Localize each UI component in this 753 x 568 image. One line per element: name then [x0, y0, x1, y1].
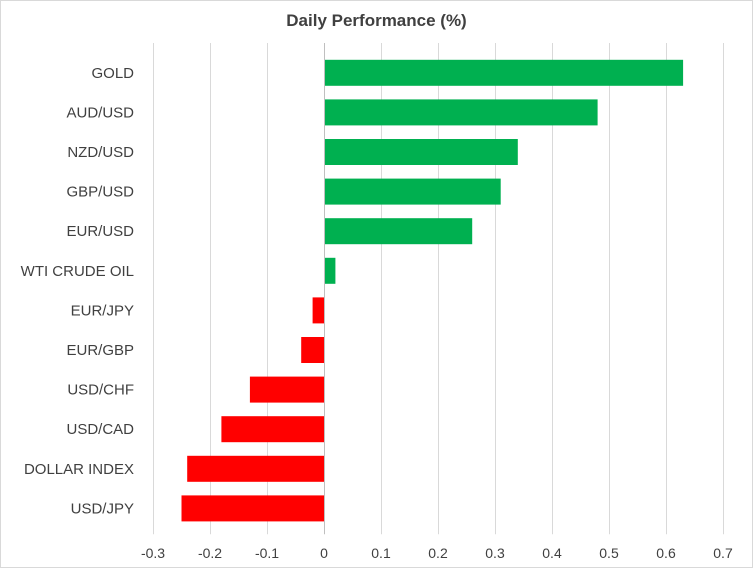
x-tick-label: -0.2 [198, 545, 222, 561]
bar [181, 495, 324, 522]
chart-title: Daily Performance (%) [286, 11, 467, 30]
x-tick-label: 0.7 [713, 545, 733, 561]
bar [324, 257, 336, 284]
bar [301, 337, 324, 363]
bar [324, 59, 684, 86]
category-label: NZD/USD [67, 144, 134, 161]
category-label: EUR/JPY [71, 302, 134, 319]
category-label: DOLLAR INDEX [24, 461, 134, 478]
x-tick-label: 0.4 [542, 545, 562, 561]
bar [324, 99, 598, 126]
category-label: GBP/USD [66, 184, 134, 201]
x-tick-label: -0.3 [141, 545, 165, 561]
category-label: USD/CAD [66, 421, 134, 438]
x-tick-label: 0.5 [599, 545, 619, 561]
x-tick-label: -0.1 [255, 545, 279, 561]
bar [221, 416, 324, 443]
bar [312, 297, 324, 324]
x-tick-label: 0.6 [656, 545, 676, 561]
category-label: WTI CRUDE OIL [21, 263, 134, 280]
category-label: USD/CHF [67, 382, 134, 399]
bar [324, 178, 501, 205]
x-tick-label: 0.2 [428, 545, 448, 561]
x-tick-label: 0.1 [371, 545, 391, 561]
category-label: EUR/GBP [66, 342, 134, 359]
category-label: USD/JPY [71, 500, 134, 517]
bar [249, 376, 324, 403]
bar [324, 218, 473, 245]
x-tick-label: 0.3 [485, 545, 505, 561]
category-label: EUR/USD [66, 223, 134, 240]
category-label: GOLD [91, 65, 134, 82]
x-tick-label: 0 [320, 545, 328, 561]
bar [187, 455, 324, 482]
bar [324, 139, 518, 165]
category-label: AUD/USD [66, 104, 134, 121]
